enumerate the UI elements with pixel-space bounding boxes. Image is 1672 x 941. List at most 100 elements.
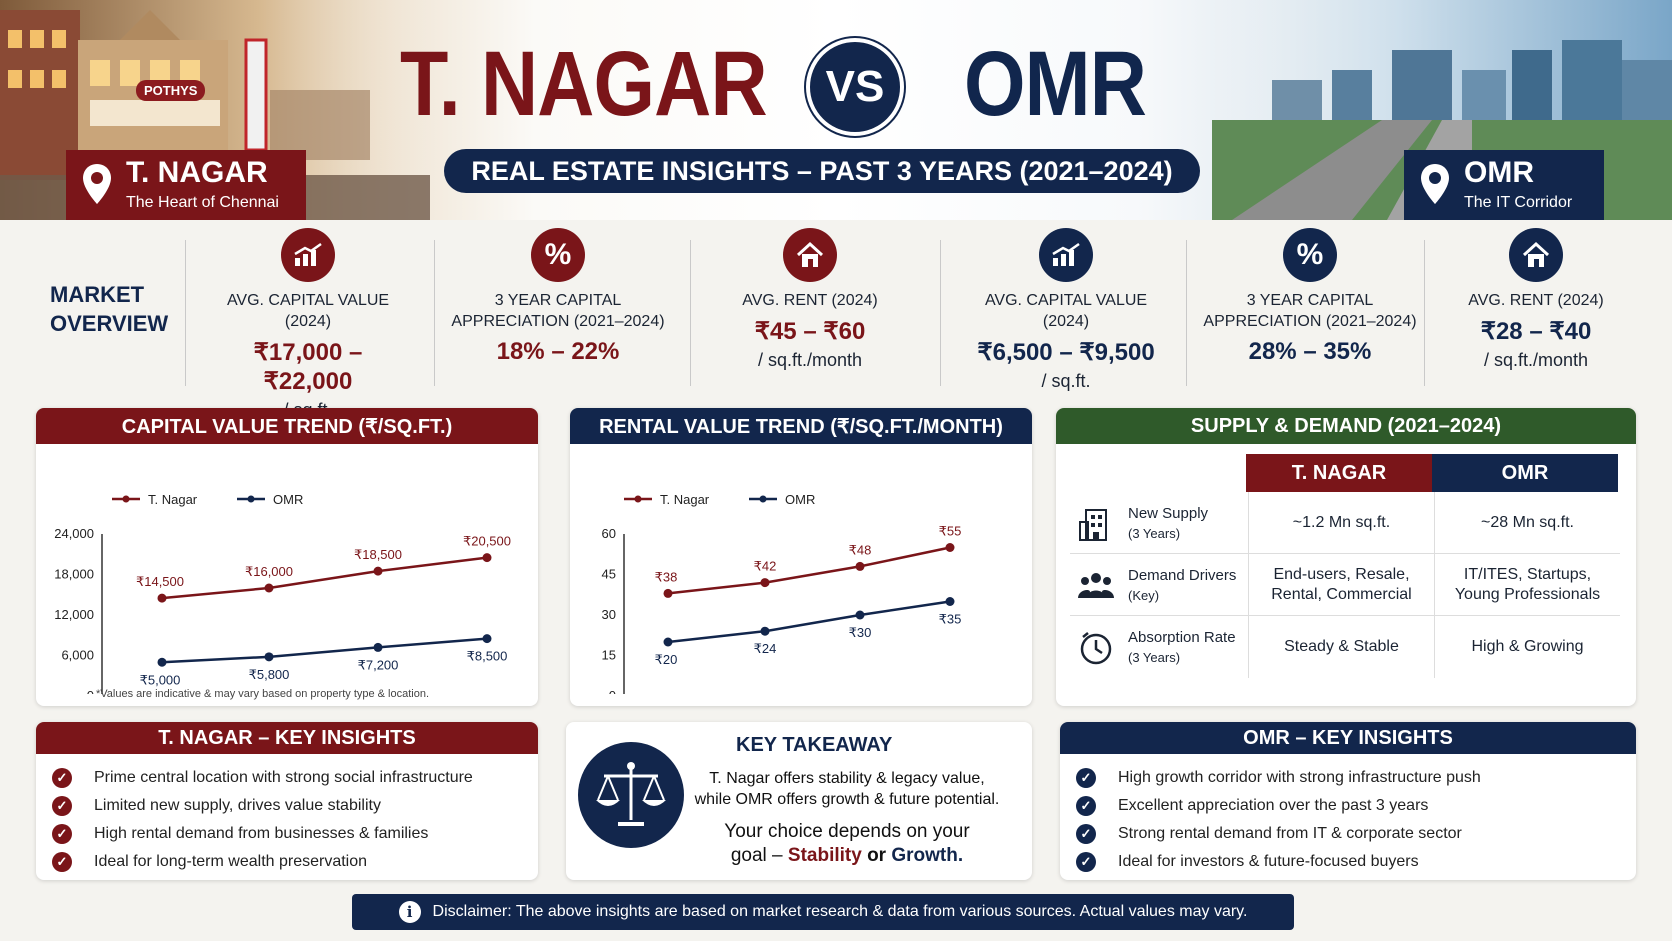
capital-chart-title: CAPITAL VALUE TREND (₹/SQ.FT.) bbox=[36, 408, 538, 444]
key-takeaway-panel: KEY TAKEAWAY T. Nagar offers stability &… bbox=[566, 722, 1032, 880]
insight-text: Limited new supply, drives value stabili… bbox=[94, 797, 381, 814]
rental-value-chart: 0153045602021202220232024T. NagarOMR₹38₹… bbox=[602, 492, 990, 721]
overview-label: (2024) bbox=[1042, 313, 1090, 330]
check-icon: ✓ bbox=[1076, 768, 1096, 788]
or-word: or bbox=[861, 845, 892, 866]
rental-chart-title: RENTAL VALUE TREND (₹/SQ.FT./MONTH) bbox=[570, 408, 1032, 444]
supply-demand-title: SUPPLY & DEMAND (2021–2024) bbox=[1056, 408, 1636, 444]
list-item: ✓ High rental demand from businesses & fa… bbox=[52, 820, 538, 848]
supply-row-new-supply: New Supply (3 Years) ~1.2 Mn sq.ft. ~28 M… bbox=[1070, 492, 1620, 554]
takeaway-choice-line: goal – Stability or Growth. bbox=[692, 844, 1002, 868]
overview-omr-rent: AVG. RENT (2024) ₹28 – ₹40 / sq.ft./mont… bbox=[1436, 228, 1636, 388]
data-point bbox=[373, 566, 383, 576]
overview-label: 3 YEAR CAPITAL bbox=[494, 292, 622, 309]
data-point bbox=[373, 642, 383, 652]
disclaimer-bar: i Disclaimer: The above insights are bas… bbox=[352, 894, 1294, 930]
overview-value: ₹28 – ₹40 bbox=[1480, 318, 1592, 345]
divider bbox=[1424, 240, 1425, 386]
overview-label: AVG. CAPITAL VALUE bbox=[984, 292, 1148, 309]
tnagar-location-badge: T. NAGAR The Heart of Chennai bbox=[66, 150, 306, 220]
legend-label: T. Nagar bbox=[148, 492, 198, 507]
data-label: ₹30 bbox=[849, 625, 872, 640]
data-point bbox=[264, 583, 274, 593]
market-overview-label: MARKET OVERVIEW bbox=[50, 280, 168, 338]
overview-label: (2024) bbox=[284, 313, 332, 330]
supply-cell-omr: ~28 Mn sq.ft. bbox=[1434, 492, 1620, 554]
data-label: ₹5,000 bbox=[140, 672, 181, 687]
overview-unit: / sq.ft. bbox=[1041, 371, 1091, 391]
supply-cell-tnagar: Steady & Stable bbox=[1248, 616, 1434, 678]
legend-label: T. Nagar bbox=[660, 492, 710, 507]
supply-cell-omr: High & Growing bbox=[1434, 616, 1620, 678]
y-tick-label: 12,000 bbox=[54, 607, 94, 622]
overview-value: 28% – 35% bbox=[1248, 338, 1372, 365]
data-label: ₹7,200 bbox=[358, 657, 399, 672]
data-label: ₹42 bbox=[754, 559, 777, 574]
overview-label: AVG. RENT (2024) bbox=[1468, 292, 1604, 309]
divider bbox=[940, 240, 941, 386]
list-item: ✓ Strong rental demand from IT & corporat… bbox=[1076, 820, 1636, 848]
chart-footnote: *Values are indicative & may vary based … bbox=[96, 688, 430, 700]
data-label: ₹20,500 bbox=[463, 534, 511, 549]
header-banner: POTHYS T. NAGAR VS OMR REAL ESTATE INSIG… bbox=[0, 0, 1672, 220]
series-line-omr bbox=[161, 637, 488, 664]
data-label: ₹8,500 bbox=[467, 649, 508, 664]
check-icon: ✓ bbox=[1076, 852, 1096, 872]
cell-line: End-users, Resale, bbox=[1273, 566, 1410, 583]
list-item: ✓ High growth corridor with strong infras… bbox=[1076, 764, 1636, 792]
overview-label-line2: OVERVIEW bbox=[50, 311, 169, 336]
supply-row-label: Absorption Rate bbox=[1128, 629, 1236, 646]
overview-omr-capital-value: AVG. CAPITAL VALUE (2024) ₹6,500 – ₹9,500… bbox=[966, 228, 1166, 391]
y-tick-label: 18,000 bbox=[54, 567, 94, 582]
data-label: ₹48 bbox=[849, 542, 872, 557]
overview-value: 18% – 22% bbox=[496, 338, 620, 365]
home-icon bbox=[1509, 228, 1563, 282]
insight-text: Excellent appreciation over the past 3 y… bbox=[1118, 797, 1429, 814]
data-point bbox=[157, 657, 167, 667]
y-tick-label: 24,000 bbox=[54, 526, 94, 541]
key-takeaway-title: KEY TAKEAWAY bbox=[736, 734, 893, 756]
insight-text: Ideal for long-term wealth preservation bbox=[94, 853, 368, 870]
overview-unit: / sq.ft./month bbox=[1483, 350, 1589, 370]
legend-marker bbox=[759, 495, 767, 503]
vs-badge: VS bbox=[806, 38, 904, 136]
y-tick-label: 45 bbox=[602, 567, 616, 582]
overview-tnagar-capital-value: AVG. CAPITAL VALUE (2024) ₹17,000 – ₹22,0… bbox=[210, 228, 406, 420]
building-icon bbox=[1079, 509, 1107, 541]
overview-label: APPRECIATION (2021–2024) bbox=[1203, 313, 1417, 330]
omr-location-name: OMR bbox=[1464, 156, 1534, 189]
map-pin-icon bbox=[83, 164, 111, 204]
legend-marker bbox=[634, 495, 642, 503]
map-pin-icon bbox=[1421, 164, 1449, 204]
list-item: ✓ Excellent appreciation over the past 3 … bbox=[1076, 792, 1636, 820]
supply-cell-tnagar: End-users, Resale, Rental, Commercial bbox=[1248, 554, 1434, 616]
omr-insights-panel: OMR – KEY INSIGHTS ✓ High growth corridor… bbox=[1060, 722, 1636, 880]
percent-icon: % bbox=[531, 228, 585, 282]
tnagar-insights-list: ✓ Prime central location with strong soci… bbox=[36, 754, 538, 876]
data-label: ₹16,000 bbox=[245, 564, 293, 579]
series-line-t-nagar bbox=[161, 556, 488, 600]
supply-row-label: Demand Drivers bbox=[1128, 567, 1237, 584]
subtitle-bar: REAL ESTATE INSIGHTS – PAST 3 YEARS (202… bbox=[444, 149, 1200, 193]
data-point bbox=[663, 588, 673, 598]
list-item: ✓ Limited new supply, drives value stabil… bbox=[52, 792, 538, 820]
data-point bbox=[855, 610, 865, 620]
overview-value: ₹45 – ₹60 bbox=[754, 318, 866, 345]
data-label: ₹24 bbox=[754, 641, 777, 656]
growth-word: Growth. bbox=[891, 845, 964, 866]
overview-label: AVG. RENT (2024) bbox=[742, 292, 878, 309]
cell-line: Steady & Stable bbox=[1284, 638, 1399, 655]
overview-label: APPRECIATION (2021–2024) bbox=[451, 313, 665, 330]
check-icon: ✓ bbox=[1076, 824, 1096, 844]
tnagar-insights-title: T. NAGAR – KEY INSIGHTS bbox=[36, 722, 538, 754]
data-point bbox=[663, 637, 673, 647]
clock-icon bbox=[1080, 632, 1112, 665]
supply-row-demand-drivers: Demand Drivers (Key) End-users, Resale, Re… bbox=[1070, 554, 1620, 616]
stability-word: Stability bbox=[787, 845, 862, 866]
chart-up-icon bbox=[1039, 228, 1093, 282]
data-point bbox=[855, 561, 865, 571]
data-label: ₹35 bbox=[939, 612, 962, 627]
check-icon: ✓ bbox=[52, 824, 72, 844]
legend-label: OMR bbox=[273, 492, 303, 507]
